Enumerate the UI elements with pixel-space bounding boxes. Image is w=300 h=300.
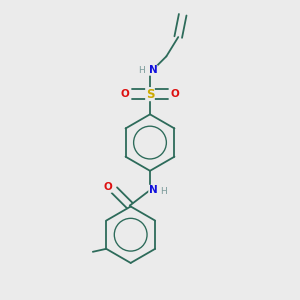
Text: N: N — [148, 185, 157, 195]
Text: S: S — [146, 88, 154, 100]
Text: O: O — [103, 182, 112, 192]
Text: O: O — [120, 89, 129, 99]
Text: H: H — [160, 187, 167, 196]
Text: H: H — [138, 66, 145, 75]
Text: O: O — [171, 89, 180, 99]
Text: N: N — [148, 65, 157, 75]
